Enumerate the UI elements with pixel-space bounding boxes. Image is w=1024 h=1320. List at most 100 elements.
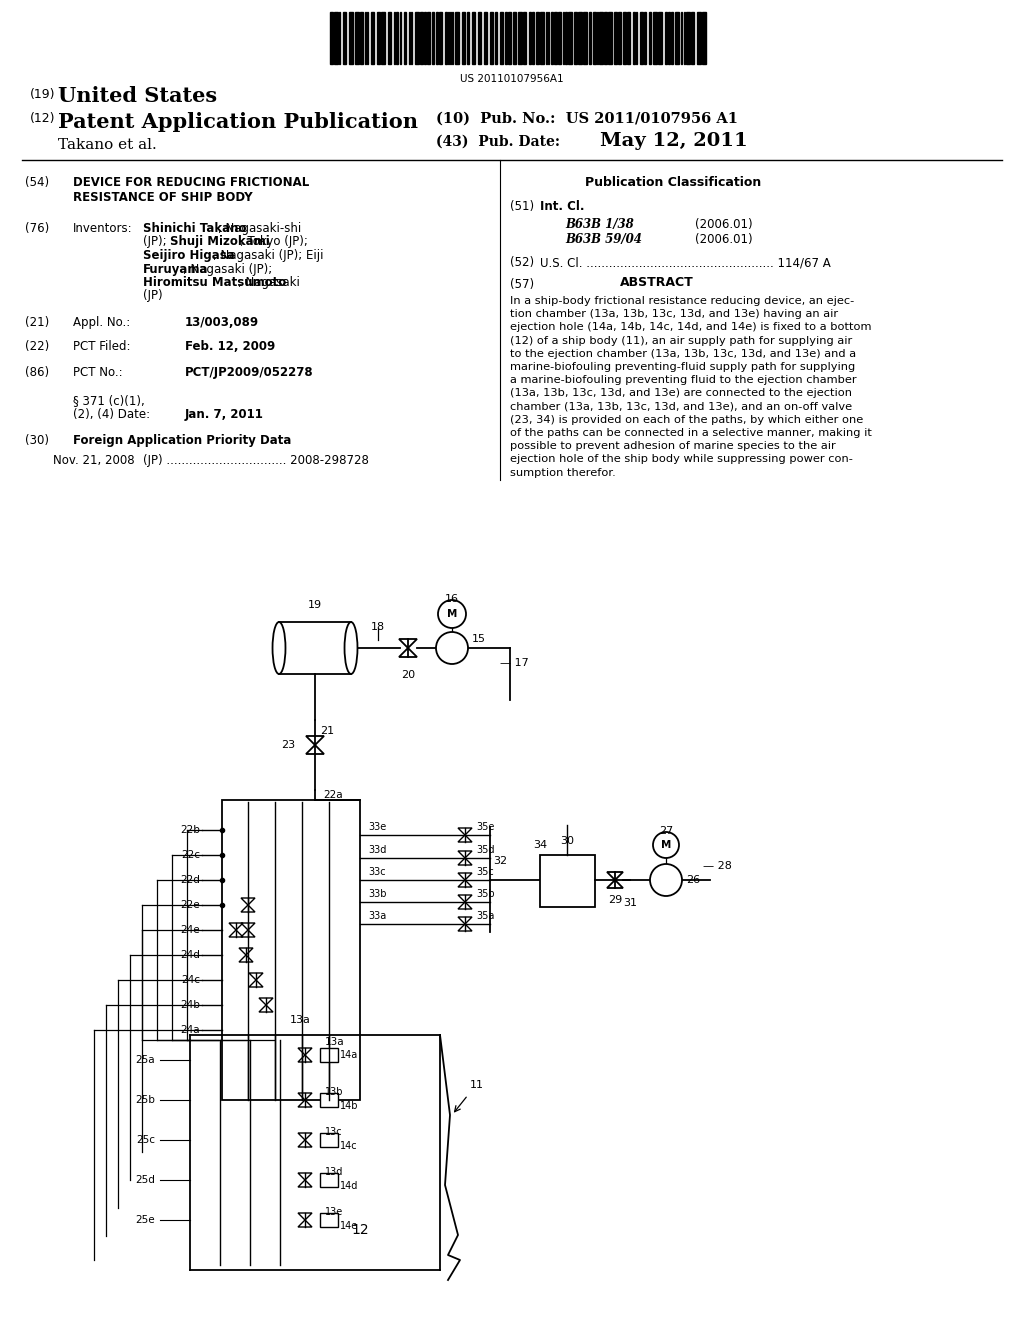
Bar: [343, 12, 346, 63]
Text: 19: 19: [308, 601, 323, 610]
Text: 24e: 24e: [180, 925, 200, 935]
Text: tion chamber (13a, 13b, 13c, 13d, and 13e) having an air: tion chamber (13a, 13b, 13c, 13d, and 13…: [510, 309, 838, 319]
Text: 22e: 22e: [180, 900, 200, 909]
Bar: [467, 12, 469, 63]
Bar: [671, 12, 673, 63]
Text: 35d: 35d: [476, 845, 495, 855]
Bar: [319, 1048, 338, 1063]
Bar: [697, 12, 701, 63]
Text: , Tokyo (JP);: , Tokyo (JP);: [240, 235, 308, 248]
Text: (12) of a ship body (11), an air supply path for supplying air: (12) of a ship body (11), an air supply …: [510, 335, 852, 346]
Bar: [420, 12, 423, 63]
Text: 25d: 25d: [135, 1175, 155, 1185]
Ellipse shape: [272, 622, 286, 675]
Text: 24d: 24d: [180, 950, 200, 960]
Text: 24b: 24b: [180, 1001, 200, 1010]
Text: PCT No.:: PCT No.:: [73, 366, 123, 379]
Bar: [649, 12, 651, 63]
Text: 16: 16: [445, 594, 459, 605]
Text: 14c: 14c: [340, 1140, 357, 1151]
Text: Publication Classification: Publication Classification: [585, 176, 761, 189]
Text: Shinichi Takano: Shinichi Takano: [143, 222, 247, 235]
Text: 33a: 33a: [368, 911, 386, 921]
Text: § 371 (c)(1),: § 371 (c)(1),: [73, 393, 144, 407]
Bar: [627, 12, 630, 63]
Text: (JP) ................................ 2008-298728: (JP) ................................ 20…: [143, 454, 369, 467]
Bar: [618, 12, 621, 63]
Text: United States: United States: [58, 86, 217, 106]
Bar: [640, 12, 643, 63]
Text: , Nagasaki (JP);: , Nagasaki (JP);: [183, 263, 272, 276]
Text: (57): (57): [510, 279, 535, 290]
Text: Hiromitsu Matsumoto: Hiromitsu Matsumoto: [143, 276, 287, 289]
Text: 27: 27: [658, 826, 673, 836]
Text: 30: 30: [560, 836, 574, 846]
Bar: [396, 12, 398, 63]
Text: 33e: 33e: [368, 822, 386, 832]
Bar: [360, 12, 362, 63]
Bar: [644, 12, 646, 63]
Bar: [330, 12, 333, 63]
Ellipse shape: [344, 622, 357, 675]
Text: 22a: 22a: [323, 789, 343, 800]
Bar: [505, 12, 507, 63]
Bar: [536, 12, 539, 63]
Bar: [439, 12, 442, 63]
Text: (12): (12): [30, 112, 55, 125]
Bar: [608, 12, 612, 63]
Bar: [495, 12, 497, 63]
Bar: [472, 12, 475, 63]
Text: 21: 21: [319, 726, 334, 737]
Text: B63B 1/38: B63B 1/38: [565, 218, 634, 231]
Bar: [478, 12, 481, 63]
Bar: [540, 855, 595, 907]
Bar: [222, 800, 360, 1100]
Text: , Nagasaki: , Nagasaki: [238, 276, 300, 289]
Text: (23, 34) is provided on each of the paths, by which either one: (23, 34) is provided on each of the path…: [510, 414, 863, 425]
Text: Inventors:: Inventors:: [73, 222, 133, 235]
Text: 35e: 35e: [476, 822, 495, 832]
Text: US 20110107956A1: US 20110107956A1: [460, 74, 564, 84]
Text: 13b: 13b: [325, 1086, 343, 1097]
Text: 25a: 25a: [135, 1055, 155, 1065]
Text: 35a: 35a: [476, 911, 495, 921]
Text: M: M: [660, 840, 671, 850]
Text: 13/003,089: 13/003,089: [185, 315, 259, 329]
Text: Jan. 7, 2011: Jan. 7, 2011: [185, 408, 264, 421]
Text: 32: 32: [493, 855, 507, 866]
Bar: [432, 12, 434, 63]
Bar: [702, 12, 706, 63]
Text: 33c: 33c: [368, 867, 386, 876]
Text: (30): (30): [25, 434, 49, 447]
Text: Nov. 21, 2008: Nov. 21, 2008: [53, 454, 134, 467]
Bar: [355, 12, 359, 63]
Text: (19): (19): [30, 88, 55, 102]
Text: to the ejection chamber (13a, 13b, 13c, 13d, and 13e) and a: to the ejection chamber (13a, 13b, 13c, …: [510, 348, 856, 359]
Bar: [623, 12, 626, 63]
Bar: [404, 12, 406, 63]
Text: U.S. Cl. .................................................. 114/67 A: U.S. Cl. ...............................…: [540, 256, 830, 269]
Bar: [523, 12, 526, 63]
Bar: [424, 12, 426, 63]
Text: 20: 20: [401, 671, 415, 680]
Bar: [377, 12, 380, 63]
Text: PCT Filed:: PCT Filed:: [73, 341, 130, 352]
Text: 35b: 35b: [476, 888, 495, 899]
Bar: [319, 1213, 338, 1228]
Text: Appl. No.:: Appl. No.:: [73, 315, 130, 329]
Bar: [668, 12, 670, 63]
Bar: [484, 12, 487, 63]
Bar: [371, 12, 374, 63]
Bar: [462, 12, 465, 63]
Bar: [589, 12, 591, 63]
Bar: [319, 1093, 338, 1107]
Text: (13a, 13b, 13c, 13d, and 13e) are connected to the ejection: (13a, 13b, 13c, 13d, and 13e) are connec…: [510, 388, 852, 399]
Bar: [568, 12, 572, 63]
Text: 11: 11: [470, 1080, 484, 1090]
Bar: [518, 12, 522, 63]
Text: 33b: 33b: [368, 888, 386, 899]
Text: 13a: 13a: [290, 1015, 311, 1026]
Bar: [599, 12, 603, 63]
Text: (10)  Pub. No.:  US 2011/0107956 A1: (10) Pub. No.: US 2011/0107956 A1: [436, 112, 738, 125]
Text: 12: 12: [351, 1224, 369, 1237]
